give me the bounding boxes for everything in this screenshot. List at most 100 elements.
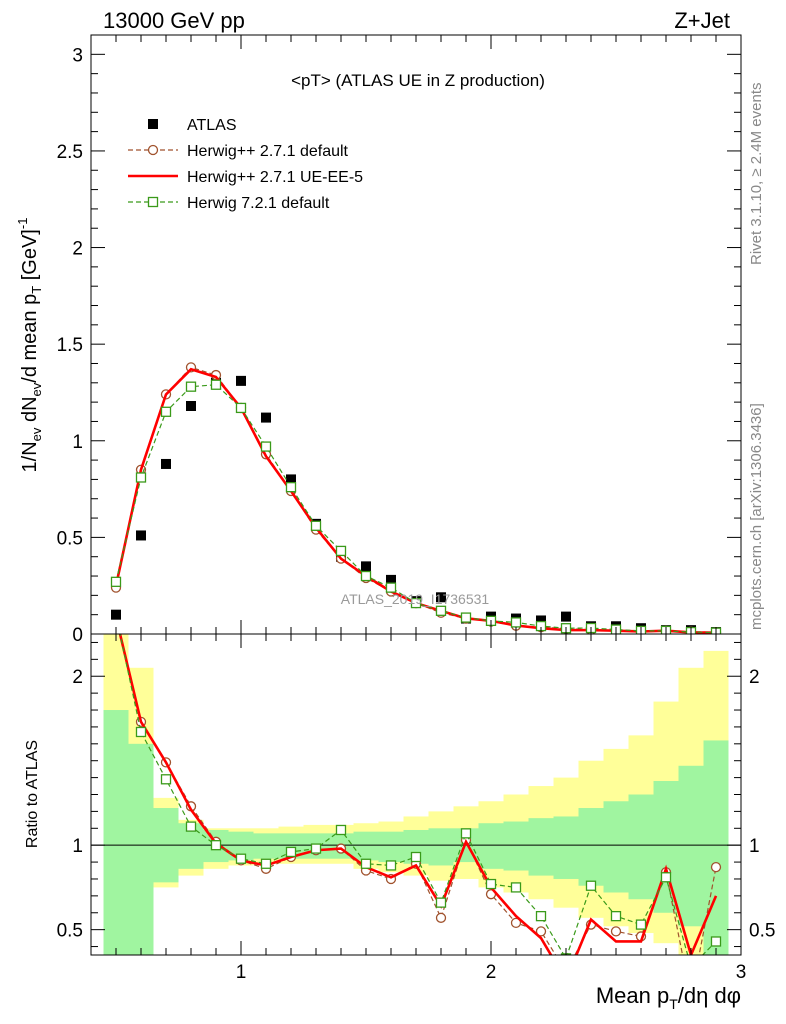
main-series-marker — [160, 406, 172, 417]
ratio-band-inner — [253, 833, 279, 859]
ratio-series-marker — [135, 726, 147, 738]
atlas-data-point — [286, 474, 296, 485]
legend-marker — [147, 196, 159, 208]
atlas-data-point — [536, 615, 546, 626]
legend-label: Herwig 7.2.1 default — [187, 195, 330, 212]
main-series-marker — [335, 545, 347, 557]
ratio-band-inner — [478, 823, 504, 869]
y-tick-label: 1.5 — [57, 335, 83, 356]
ratio-uncertainty-bands — [91, 634, 741, 955]
ratio-series-marker — [510, 917, 522, 929]
ratio-band-inner — [678, 765, 704, 927]
ratio-band-inner — [353, 831, 379, 861]
legend-marker — [147, 144, 159, 156]
ratio-band-inner — [628, 794, 654, 900]
ratio-series-marker — [535, 926, 547, 937]
atlas-data-point — [261, 412, 271, 423]
main-series-marker — [385, 582, 397, 593]
main-series-marker — [210, 379, 222, 390]
ratio-band-inner — [378, 831, 404, 863]
y-tick-label: 0 — [72, 625, 83, 646]
legend-label: Herwig++ 2.7.1 default — [187, 143, 349, 160]
ratio-y-axis-title: Ratio to ATLAS — [24, 740, 41, 848]
header-left: 13000 GeV pp — [103, 8, 245, 33]
ratio-series-marker — [260, 858, 272, 869]
atlas-data-point — [561, 611, 571, 622]
main-series-marker — [135, 472, 147, 483]
ratio-plot-series — [118, 634, 722, 976]
atlas-data-point — [111, 609, 121, 620]
ratio-band-inner — [128, 743, 154, 955]
main-series-marker — [460, 612, 472, 623]
ratio-series-marker — [610, 926, 622, 937]
y-tick-label: 2.5 — [57, 142, 83, 163]
ratio-band-inner — [703, 740, 729, 955]
ratio-band-inner — [503, 821, 529, 871]
rivet-label: Rivet 3.1.10, ≥ 2.4M events — [748, 83, 765, 266]
ratio-series-marker — [385, 860, 397, 871]
ratio-series-marker — [435, 912, 447, 923]
plot-title: <pT> (ATLAS UE in Z production) — [291, 71, 545, 90]
y-axis-title: 1/Nev dNev/d mean pT [GeV]-1 — [15, 218, 44, 473]
ratio-series-marker — [460, 828, 472, 839]
ratio-band-inner — [428, 828, 454, 866]
atlas-data-point — [236, 375, 246, 386]
ratio-y-tick-label: 2 — [72, 667, 83, 688]
legend-label: Herwig++ 2.7.1 UE-EE-5 — [187, 169, 363, 186]
ratio-series-marker — [160, 774, 172, 785]
main-series-marker — [110, 576, 122, 587]
main-series-marker — [285, 481, 297, 493]
ratio-y-tick-label: 1 — [72, 836, 83, 857]
x-tick-label: 1 — [236, 962, 247, 983]
ratio-band-inner — [603, 801, 629, 893]
ratio-series-marker — [710, 936, 722, 947]
ratio-series-marker — [610, 910, 622, 922]
main-series-marker — [360, 570, 372, 582]
ratio-band-inner — [103, 710, 129, 955]
main-series-marker — [410, 597, 422, 609]
ratio-series-marker — [185, 821, 197, 832]
main-series-marker — [185, 381, 197, 392]
x-tick-label: 2 — [486, 962, 497, 983]
atlas-data-point — [436, 592, 446, 603]
legend-label: ATLAS — [187, 117, 237, 134]
y-tick-label: 1 — [72, 432, 83, 453]
header-right: Z+Jet — [674, 8, 730, 33]
ratio-band-inner — [528, 818, 554, 876]
y-tick-label: 0.5 — [57, 528, 83, 549]
ratio-y-tick-label-right: 2 — [749, 667, 760, 688]
ratio-series-marker — [360, 858, 372, 869]
x-tick-label: 3 — [736, 962, 747, 983]
y-tick-label: 2 — [72, 239, 83, 260]
ratio-series-marker — [562, 967, 571, 976]
y-tick-label: 3 — [72, 45, 83, 66]
main-series-marker — [435, 605, 447, 616]
main-series-marker — [510, 617, 522, 628]
ratio-series-marker — [485, 878, 497, 890]
atlas-data-point — [161, 458, 171, 469]
ratio-series-marker — [535, 910, 547, 922]
ratio-band-inner — [553, 816, 579, 879]
ratio-series-marker — [710, 861, 722, 873]
main-axes: 0 0.5 1 1.5 2 2.5 3 — [57, 34, 742, 646]
ratio-series-marker — [335, 824, 347, 836]
legend-marker-atlas — [148, 119, 158, 129]
mcplots-label: mcplots.cern.ch [arXiv:1306.3436] — [748, 403, 765, 630]
ratio-series-marker — [687, 962, 696, 971]
atlas-data-point — [386, 574, 396, 585]
ratio-series-marker — [210, 840, 222, 851]
ratio-series-marker — [435, 897, 447, 908]
ratio-y-tick-label: 0.5 — [57, 921, 83, 942]
ratio-series-marker — [635, 919, 647, 930]
ratio-axes: 0.5 0.5 1 1 2 2 1 2 3 — [57, 634, 775, 983]
main-series-marker — [260, 441, 272, 452]
main-series-marker — [310, 520, 322, 531]
ratio-band-inner — [578, 808, 604, 886]
ratio-series-marker — [310, 843, 322, 854]
ratio-series-marker — [660, 872, 672, 883]
atlas-data-point — [136, 530, 146, 541]
x-axis-title: Mean pT/dη dφ — [596, 983, 741, 1012]
legend: ATLAS Herwig++ 2.7.1 default Herwig++ 2.7.… — [128, 117, 363, 212]
atlas-data-point — [361, 561, 371, 572]
ratio-series-marker — [585, 880, 597, 891]
